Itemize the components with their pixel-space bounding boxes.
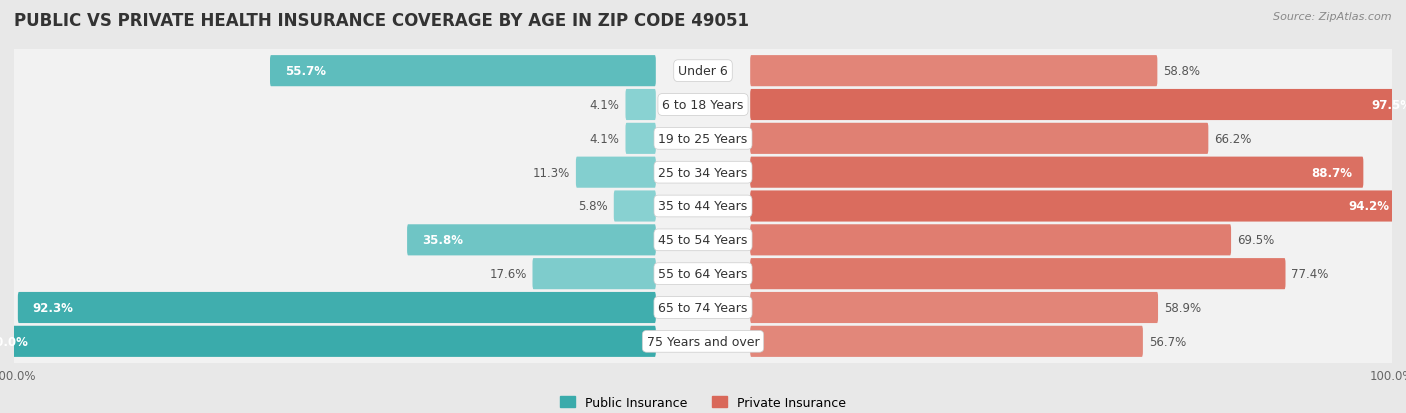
FancyBboxPatch shape — [14, 282, 1396, 334]
Text: 58.9%: 58.9% — [1164, 301, 1201, 314]
FancyBboxPatch shape — [13, 281, 1393, 334]
FancyBboxPatch shape — [626, 90, 655, 121]
Text: 25 to 34 Years: 25 to 34 Years — [658, 166, 748, 179]
FancyBboxPatch shape — [626, 123, 655, 154]
FancyBboxPatch shape — [14, 113, 1396, 165]
FancyBboxPatch shape — [614, 191, 655, 222]
FancyBboxPatch shape — [13, 248, 1393, 300]
Text: 100.0%: 100.0% — [0, 335, 28, 348]
FancyBboxPatch shape — [751, 292, 1159, 323]
FancyBboxPatch shape — [13, 180, 1393, 233]
Text: 56.7%: 56.7% — [1149, 335, 1187, 348]
FancyBboxPatch shape — [13, 45, 1393, 98]
FancyBboxPatch shape — [751, 157, 1364, 188]
Text: 97.5%: 97.5% — [1372, 99, 1406, 112]
Text: 19 to 25 Years: 19 to 25 Years — [658, 133, 748, 145]
Text: 35 to 44 Years: 35 to 44 Years — [658, 200, 748, 213]
Text: 75 Years and over: 75 Years and over — [647, 335, 759, 348]
FancyBboxPatch shape — [751, 259, 1285, 290]
Text: 66.2%: 66.2% — [1215, 133, 1251, 145]
FancyBboxPatch shape — [14, 214, 1396, 266]
Text: 55.7%: 55.7% — [285, 65, 326, 78]
FancyBboxPatch shape — [751, 225, 1232, 256]
FancyBboxPatch shape — [751, 123, 1208, 154]
Text: 65 to 74 Years: 65 to 74 Years — [658, 301, 748, 314]
Text: 45 to 54 Years: 45 to 54 Years — [658, 234, 748, 247]
Text: Under 6: Under 6 — [678, 65, 728, 78]
FancyBboxPatch shape — [13, 214, 1393, 266]
Text: 5.8%: 5.8% — [578, 200, 607, 213]
Text: 4.1%: 4.1% — [589, 133, 620, 145]
FancyBboxPatch shape — [751, 90, 1406, 121]
FancyBboxPatch shape — [14, 147, 1396, 199]
FancyBboxPatch shape — [751, 191, 1402, 222]
FancyBboxPatch shape — [270, 56, 655, 87]
Text: 17.6%: 17.6% — [489, 268, 527, 280]
FancyBboxPatch shape — [14, 45, 1396, 97]
FancyBboxPatch shape — [0, 326, 655, 357]
FancyBboxPatch shape — [14, 248, 1396, 300]
Text: 58.8%: 58.8% — [1163, 65, 1201, 78]
FancyBboxPatch shape — [13, 315, 1393, 368]
Text: 94.2%: 94.2% — [1348, 200, 1391, 213]
Legend: Public Insurance, Private Insurance: Public Insurance, Private Insurance — [555, 391, 851, 413]
FancyBboxPatch shape — [751, 326, 1143, 357]
Text: 77.4%: 77.4% — [1291, 268, 1329, 280]
FancyBboxPatch shape — [576, 157, 655, 188]
FancyBboxPatch shape — [14, 316, 1396, 368]
Text: 92.3%: 92.3% — [32, 301, 73, 314]
Text: 88.7%: 88.7% — [1310, 166, 1353, 179]
Text: 69.5%: 69.5% — [1237, 234, 1274, 247]
Text: PUBLIC VS PRIVATE HEALTH INSURANCE COVERAGE BY AGE IN ZIP CODE 49051: PUBLIC VS PRIVATE HEALTH INSURANCE COVER… — [14, 12, 749, 30]
FancyBboxPatch shape — [13, 147, 1393, 199]
FancyBboxPatch shape — [751, 56, 1157, 87]
Text: 11.3%: 11.3% — [533, 166, 569, 179]
FancyBboxPatch shape — [14, 180, 1396, 233]
FancyBboxPatch shape — [14, 79, 1396, 131]
FancyBboxPatch shape — [13, 79, 1393, 132]
Text: 55 to 64 Years: 55 to 64 Years — [658, 268, 748, 280]
FancyBboxPatch shape — [18, 292, 655, 323]
Text: 6 to 18 Years: 6 to 18 Years — [662, 99, 744, 112]
FancyBboxPatch shape — [533, 259, 655, 290]
Text: Source: ZipAtlas.com: Source: ZipAtlas.com — [1274, 12, 1392, 22]
FancyBboxPatch shape — [13, 113, 1393, 165]
FancyBboxPatch shape — [408, 225, 655, 256]
Text: 35.8%: 35.8% — [422, 234, 463, 247]
Text: 4.1%: 4.1% — [589, 99, 620, 112]
